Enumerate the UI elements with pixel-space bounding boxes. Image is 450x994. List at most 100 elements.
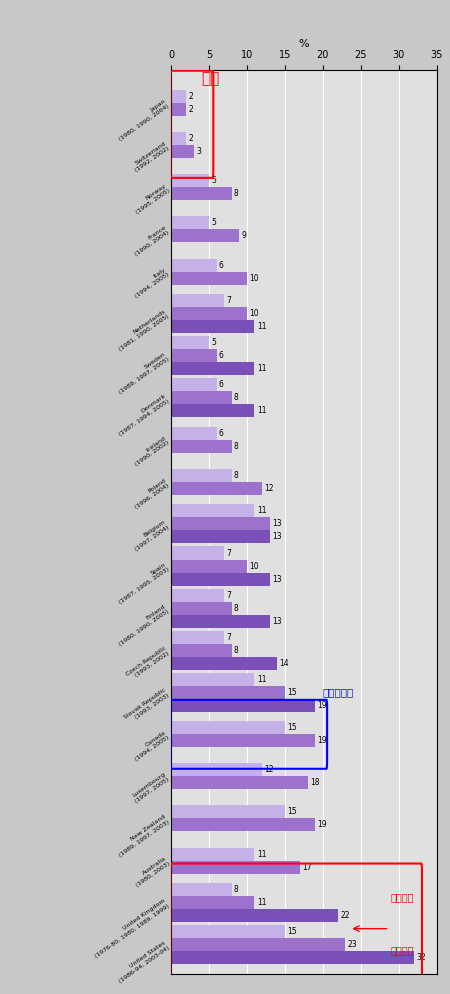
Text: イギリス: イギリス <box>391 893 414 903</box>
Text: 13: 13 <box>272 520 282 529</box>
Bar <box>171 378 216 392</box>
Text: 15: 15 <box>287 724 297 733</box>
Bar <box>171 426 216 439</box>
Text: 15: 15 <box>287 927 297 936</box>
Text: 12: 12 <box>264 484 274 493</box>
Bar <box>171 735 315 747</box>
Text: 8: 8 <box>234 471 238 480</box>
Bar <box>171 776 307 789</box>
Bar <box>171 469 232 482</box>
Text: 22: 22 <box>340 911 350 920</box>
Text: 8: 8 <box>234 603 238 612</box>
Bar <box>171 439 232 453</box>
Text: 2: 2 <box>189 134 193 143</box>
Text: New Zealand
(1989, 1997, 2003): New Zealand (1989, 1997, 2003) <box>115 814 171 858</box>
Text: Slovak Republic
(1993, 2003): Slovak Republic (1993, 2003) <box>123 688 171 726</box>
Bar <box>171 614 270 627</box>
Text: 2: 2 <box>189 105 193 114</box>
Text: 3: 3 <box>196 147 201 156</box>
Text: Sweden
(1989, 1997, 2005): Sweden (1989, 1997, 2005) <box>115 351 171 395</box>
Text: Poland
(1996, 2004): Poland (1996, 2004) <box>131 477 171 510</box>
Bar <box>171 686 285 699</box>
Bar <box>171 362 254 375</box>
Bar <box>171 763 262 776</box>
Text: 8: 8 <box>234 394 238 403</box>
Text: 11: 11 <box>256 407 266 415</box>
Text: Australia
(1980, 2003): Australia (1980, 2003) <box>131 856 171 888</box>
Bar <box>171 482 262 495</box>
Text: Belgium
(1997, 2004): Belgium (1997, 2004) <box>131 520 171 552</box>
Bar <box>171 657 277 670</box>
Text: 12: 12 <box>264 765 274 774</box>
Text: 19: 19 <box>317 820 327 829</box>
Text: 8: 8 <box>234 646 238 655</box>
Text: アメリカ: アメリカ <box>391 944 414 954</box>
Text: 11: 11 <box>256 506 266 516</box>
Text: 7: 7 <box>226 549 231 558</box>
Bar <box>171 805 285 818</box>
Text: 32: 32 <box>416 953 426 962</box>
Text: 19: 19 <box>317 701 327 710</box>
Text: スロバキア: スロバキア <box>323 687 354 697</box>
Text: Czech Republic
(1993, 2002): Czech Republic (1993, 2002) <box>125 645 171 682</box>
Bar <box>171 307 247 320</box>
Text: 6: 6 <box>219 381 224 390</box>
Bar <box>171 271 247 284</box>
Text: Spain
(1987, 1995, 2003): Spain (1987, 1995, 2003) <box>115 562 171 605</box>
Bar <box>171 230 239 243</box>
Bar <box>171 722 285 735</box>
Text: 17: 17 <box>302 863 312 872</box>
Text: Canada
(1994, 2005): Canada (1994, 2005) <box>131 730 171 762</box>
Bar <box>171 601 232 614</box>
Bar <box>171 644 232 657</box>
Bar <box>171 951 414 964</box>
Text: 23: 23 <box>348 940 357 949</box>
Text: 7: 7 <box>226 632 231 642</box>
Text: 11: 11 <box>256 899 266 908</box>
Text: United States
(1986-94, 2003-04): United States (1986-94, 2003-04) <box>114 940 171 984</box>
Text: 13: 13 <box>272 616 282 625</box>
Bar <box>171 174 209 188</box>
Text: 11: 11 <box>256 675 266 684</box>
Bar <box>171 588 224 601</box>
Bar <box>171 132 186 145</box>
Bar <box>171 103 186 116</box>
Bar <box>171 818 315 831</box>
Text: Japan
(1980, 1990, 2004): Japan (1980, 1990, 2004) <box>115 98 171 142</box>
Text: 6: 6 <box>219 260 224 269</box>
Text: 11: 11 <box>256 850 266 859</box>
Text: 10: 10 <box>249 309 259 318</box>
Text: 8: 8 <box>234 190 238 199</box>
Text: United Kingdom
(1976-80, 1980, 1989, 1999): United Kingdom (1976-80, 1980, 1989, 199… <box>90 898 171 958</box>
Text: 13: 13 <box>272 575 282 583</box>
Bar <box>171 258 216 271</box>
Text: 6: 6 <box>219 428 224 437</box>
Bar <box>171 673 254 686</box>
Bar <box>171 145 194 158</box>
Text: Finland
(1980, 1990, 2005): Finland (1980, 1990, 2005) <box>115 603 171 647</box>
Text: 19: 19 <box>317 737 327 746</box>
Bar <box>171 336 209 349</box>
Text: Norway
(1995, 2005): Norway (1995, 2005) <box>131 183 171 215</box>
Bar <box>171 531 270 544</box>
Bar <box>171 861 300 874</box>
Text: Netherlands
(1981, 1990, 2005): Netherlands (1981, 1990, 2005) <box>115 309 171 353</box>
Text: 10: 10 <box>249 562 259 571</box>
Text: 5: 5 <box>211 219 216 228</box>
Text: 9: 9 <box>242 232 247 241</box>
Bar <box>171 573 270 585</box>
Text: 5: 5 <box>211 338 216 347</box>
X-axis label: %: % <box>298 39 309 49</box>
Text: 7: 7 <box>226 296 231 305</box>
Text: 15: 15 <box>287 688 297 697</box>
Text: 7: 7 <box>226 590 231 599</box>
Bar <box>171 294 224 307</box>
Bar <box>171 699 315 712</box>
Text: 2: 2 <box>189 92 193 101</box>
Bar <box>171 217 209 230</box>
Bar <box>171 405 254 417</box>
Bar <box>171 320 254 333</box>
Bar <box>171 938 346 951</box>
Bar <box>171 630 224 644</box>
Text: Iceland
(1990, 2002): Iceland (1990, 2002) <box>131 435 171 467</box>
